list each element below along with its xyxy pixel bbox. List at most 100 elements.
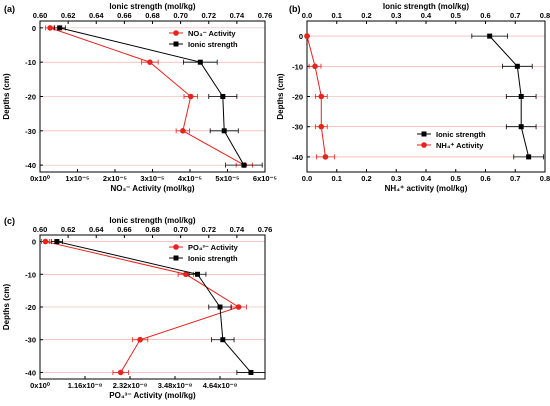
bottom-axis-tick-label: 0.1 bbox=[332, 174, 342, 183]
bottom-axis-tick-label: 2x10⁻⁵ bbox=[103, 174, 128, 183]
legend: Ionic strength NH₄⁺ Activity bbox=[417, 130, 486, 150]
bottom-axis-tick-label: 6x10⁻⁵ bbox=[253, 174, 278, 183]
top-axis-tick-label: 0.60 bbox=[33, 225, 48, 234]
bottom-axis-tick-label: 3.48x10⁻⁸ bbox=[158, 381, 193, 390]
data-point-circle bbox=[183, 271, 189, 278]
y-axis-tick-label: -40 bbox=[25, 368, 36, 377]
top-axis-tick-label: 0.3 bbox=[391, 11, 401, 20]
panel-label: (c) bbox=[4, 216, 15, 226]
legend-label: PO₄³⁻ Activity bbox=[188, 243, 239, 252]
top-axis-tick-label: 0.72 bbox=[201, 225, 216, 234]
legend-label: Ionic strength bbox=[188, 254, 238, 263]
top-axis-tick-label: 0.5 bbox=[451, 11, 461, 20]
bottom-axis-title: NO₃⁻ Activity (mol/kg) bbox=[110, 184, 194, 193]
legend-marker-circle bbox=[173, 244, 179, 250]
data-point-circle bbox=[180, 128, 186, 134]
top-axis-tick-label: 0.6 bbox=[480, 11, 490, 20]
data-point-circle bbox=[235, 304, 242, 310]
legend: NO₃⁻ Activity Ionic strength bbox=[169, 29, 238, 49]
y-axis-tick-label: -20 bbox=[25, 303, 36, 312]
data-point-circle bbox=[187, 93, 194, 100]
top-axis-tick-label: 0.62 bbox=[61, 225, 76, 234]
y-axis-title: Depths (cm) bbox=[276, 73, 285, 120]
y-axis-tick-label: -30 bbox=[25, 336, 36, 345]
bottom-axis-tick-label: 0.6 bbox=[480, 174, 490, 183]
y-axis-tick-label: -10 bbox=[25, 58, 36, 67]
top-axis-tick-label: 0.66 bbox=[117, 11, 132, 20]
top-axis-tick-label: 0.68 bbox=[145, 225, 160, 234]
bottom-axis-title: PO₄³⁻ Activity (mol/kg) bbox=[109, 391, 196, 400]
data-point-circle bbox=[304, 33, 310, 39]
data-point-square bbox=[221, 128, 227, 134]
y-axis-tick-label: 0 bbox=[32, 238, 36, 247]
bottom-axis-tick-label: 4x10⁻⁵ bbox=[178, 174, 203, 183]
y-axis-tick-label: -30 bbox=[25, 127, 36, 136]
top-axis-title: Ionic strength (mol/kg) bbox=[383, 2, 470, 11]
data-point-square bbox=[197, 59, 203, 65]
top-axis-tick-label: 0.68 bbox=[145, 11, 160, 20]
top-axis-tick-label: 0.60 bbox=[33, 11, 48, 20]
data-point-square bbox=[220, 337, 226, 343]
legend-label: NO₃⁻ Activity bbox=[188, 29, 236, 38]
y-axis-tick-label: 0 bbox=[299, 32, 303, 41]
legend-marker-square bbox=[421, 131, 427, 137]
top-axis-tick-label: 0.0 bbox=[302, 11, 312, 20]
top-axis-tick-label: 0.70 bbox=[173, 225, 188, 234]
data-point-circle bbox=[47, 25, 53, 31]
top-axis-tick-label: 0.70 bbox=[173, 11, 188, 20]
data-point-circle bbox=[312, 63, 318, 70]
data-point-circle bbox=[147, 59, 153, 65]
data-point-square bbox=[195, 271, 200, 277]
top-axis-tick-label: 0.76 bbox=[258, 11, 273, 20]
top-axis-tick-label: 0.2 bbox=[361, 11, 371, 20]
y-axis-tick-label: -20 bbox=[25, 93, 36, 102]
bottom-axis-title: NH₄⁺ activity (mol/kg) bbox=[385, 184, 468, 193]
data-point-circle bbox=[318, 123, 325, 130]
legend-marker-circle bbox=[173, 30, 179, 36]
data-point-square bbox=[217, 304, 223, 310]
bottom-axis-tick-label: 5x10⁻⁵ bbox=[215, 174, 240, 183]
bottom-axis-tick-label: 4.64x10⁻⁸ bbox=[203, 381, 238, 390]
bottom-axis-tick-label: 2.32x10⁻⁸ bbox=[113, 381, 148, 390]
data-point-square bbox=[514, 63, 520, 69]
legend-marker-circle bbox=[421, 142, 427, 148]
top-axis-tick-label: 0.74 bbox=[230, 225, 245, 234]
top-axis-tick-label: 0.74 bbox=[230, 11, 245, 20]
legend-label: Ionic strength bbox=[188, 40, 238, 49]
bottom-axis-tick-label: 0.4 bbox=[421, 174, 432, 183]
legend: PO₄³⁻ Activity Ionic strength bbox=[169, 243, 239, 263]
y-axis-tick-label: 0 bbox=[32, 24, 36, 33]
bottom-axis-tick-label: 1x10⁻⁵ bbox=[65, 174, 90, 183]
bottom-axis-tick-label: 3x10⁻⁵ bbox=[140, 174, 165, 183]
top-axis-tick-label: 0.64 bbox=[89, 225, 104, 234]
top-axis-tick-label: 0.76 bbox=[258, 225, 273, 234]
data-point-square bbox=[241, 162, 247, 168]
data-point-circle bbox=[42, 238, 49, 245]
top-axis-tick-label: 0.8 bbox=[540, 11, 550, 20]
data-point-square bbox=[220, 94, 226, 99]
top-axis-tick-label: 0.1 bbox=[332, 11, 342, 20]
y-axis-title: Depths (cm) bbox=[2, 73, 11, 120]
top-axis-tick-label: 0.72 bbox=[201, 11, 216, 20]
legend-marker-square bbox=[173, 255, 179, 261]
bottom-axis-tick-label: 0.2 bbox=[361, 174, 371, 183]
y-axis-title: Depths (cm) bbox=[2, 284, 11, 331]
y-axis-tick-label: -20 bbox=[292, 93, 303, 102]
data-point-square bbox=[54, 239, 60, 245]
chart-panel-a: (a) 0.60 0.62 0.64 0.66 0.68 0.70 0.72 0.74 0.76 I… bbox=[2, 2, 278, 193]
bottom-axis-tick-label: 0.0 bbox=[302, 174, 312, 183]
top-axis-tick-label: 0.66 bbox=[117, 225, 132, 234]
data-point-square bbox=[248, 369, 254, 375]
y-axis-tick-label: -10 bbox=[25, 270, 36, 279]
bottom-axis-tick-label: 0.7 bbox=[510, 174, 520, 183]
top-axis-title: Ionic strength (mol/kg) bbox=[109, 2, 196, 11]
y-axis-tick-label: -10 bbox=[292, 62, 303, 71]
legend-label: NH₄⁺ Activity bbox=[436, 141, 484, 150]
bottom-axis-tick-label: 1.16x10⁻⁸ bbox=[68, 381, 103, 390]
top-axis-title: Ionic strength (mol/kg) bbox=[109, 216, 196, 225]
bottom-axis-tick-label: 0x10⁰ bbox=[30, 174, 51, 183]
y-axis-tick-label: -40 bbox=[25, 161, 36, 170]
legend-label: Ionic strength bbox=[436, 130, 486, 139]
